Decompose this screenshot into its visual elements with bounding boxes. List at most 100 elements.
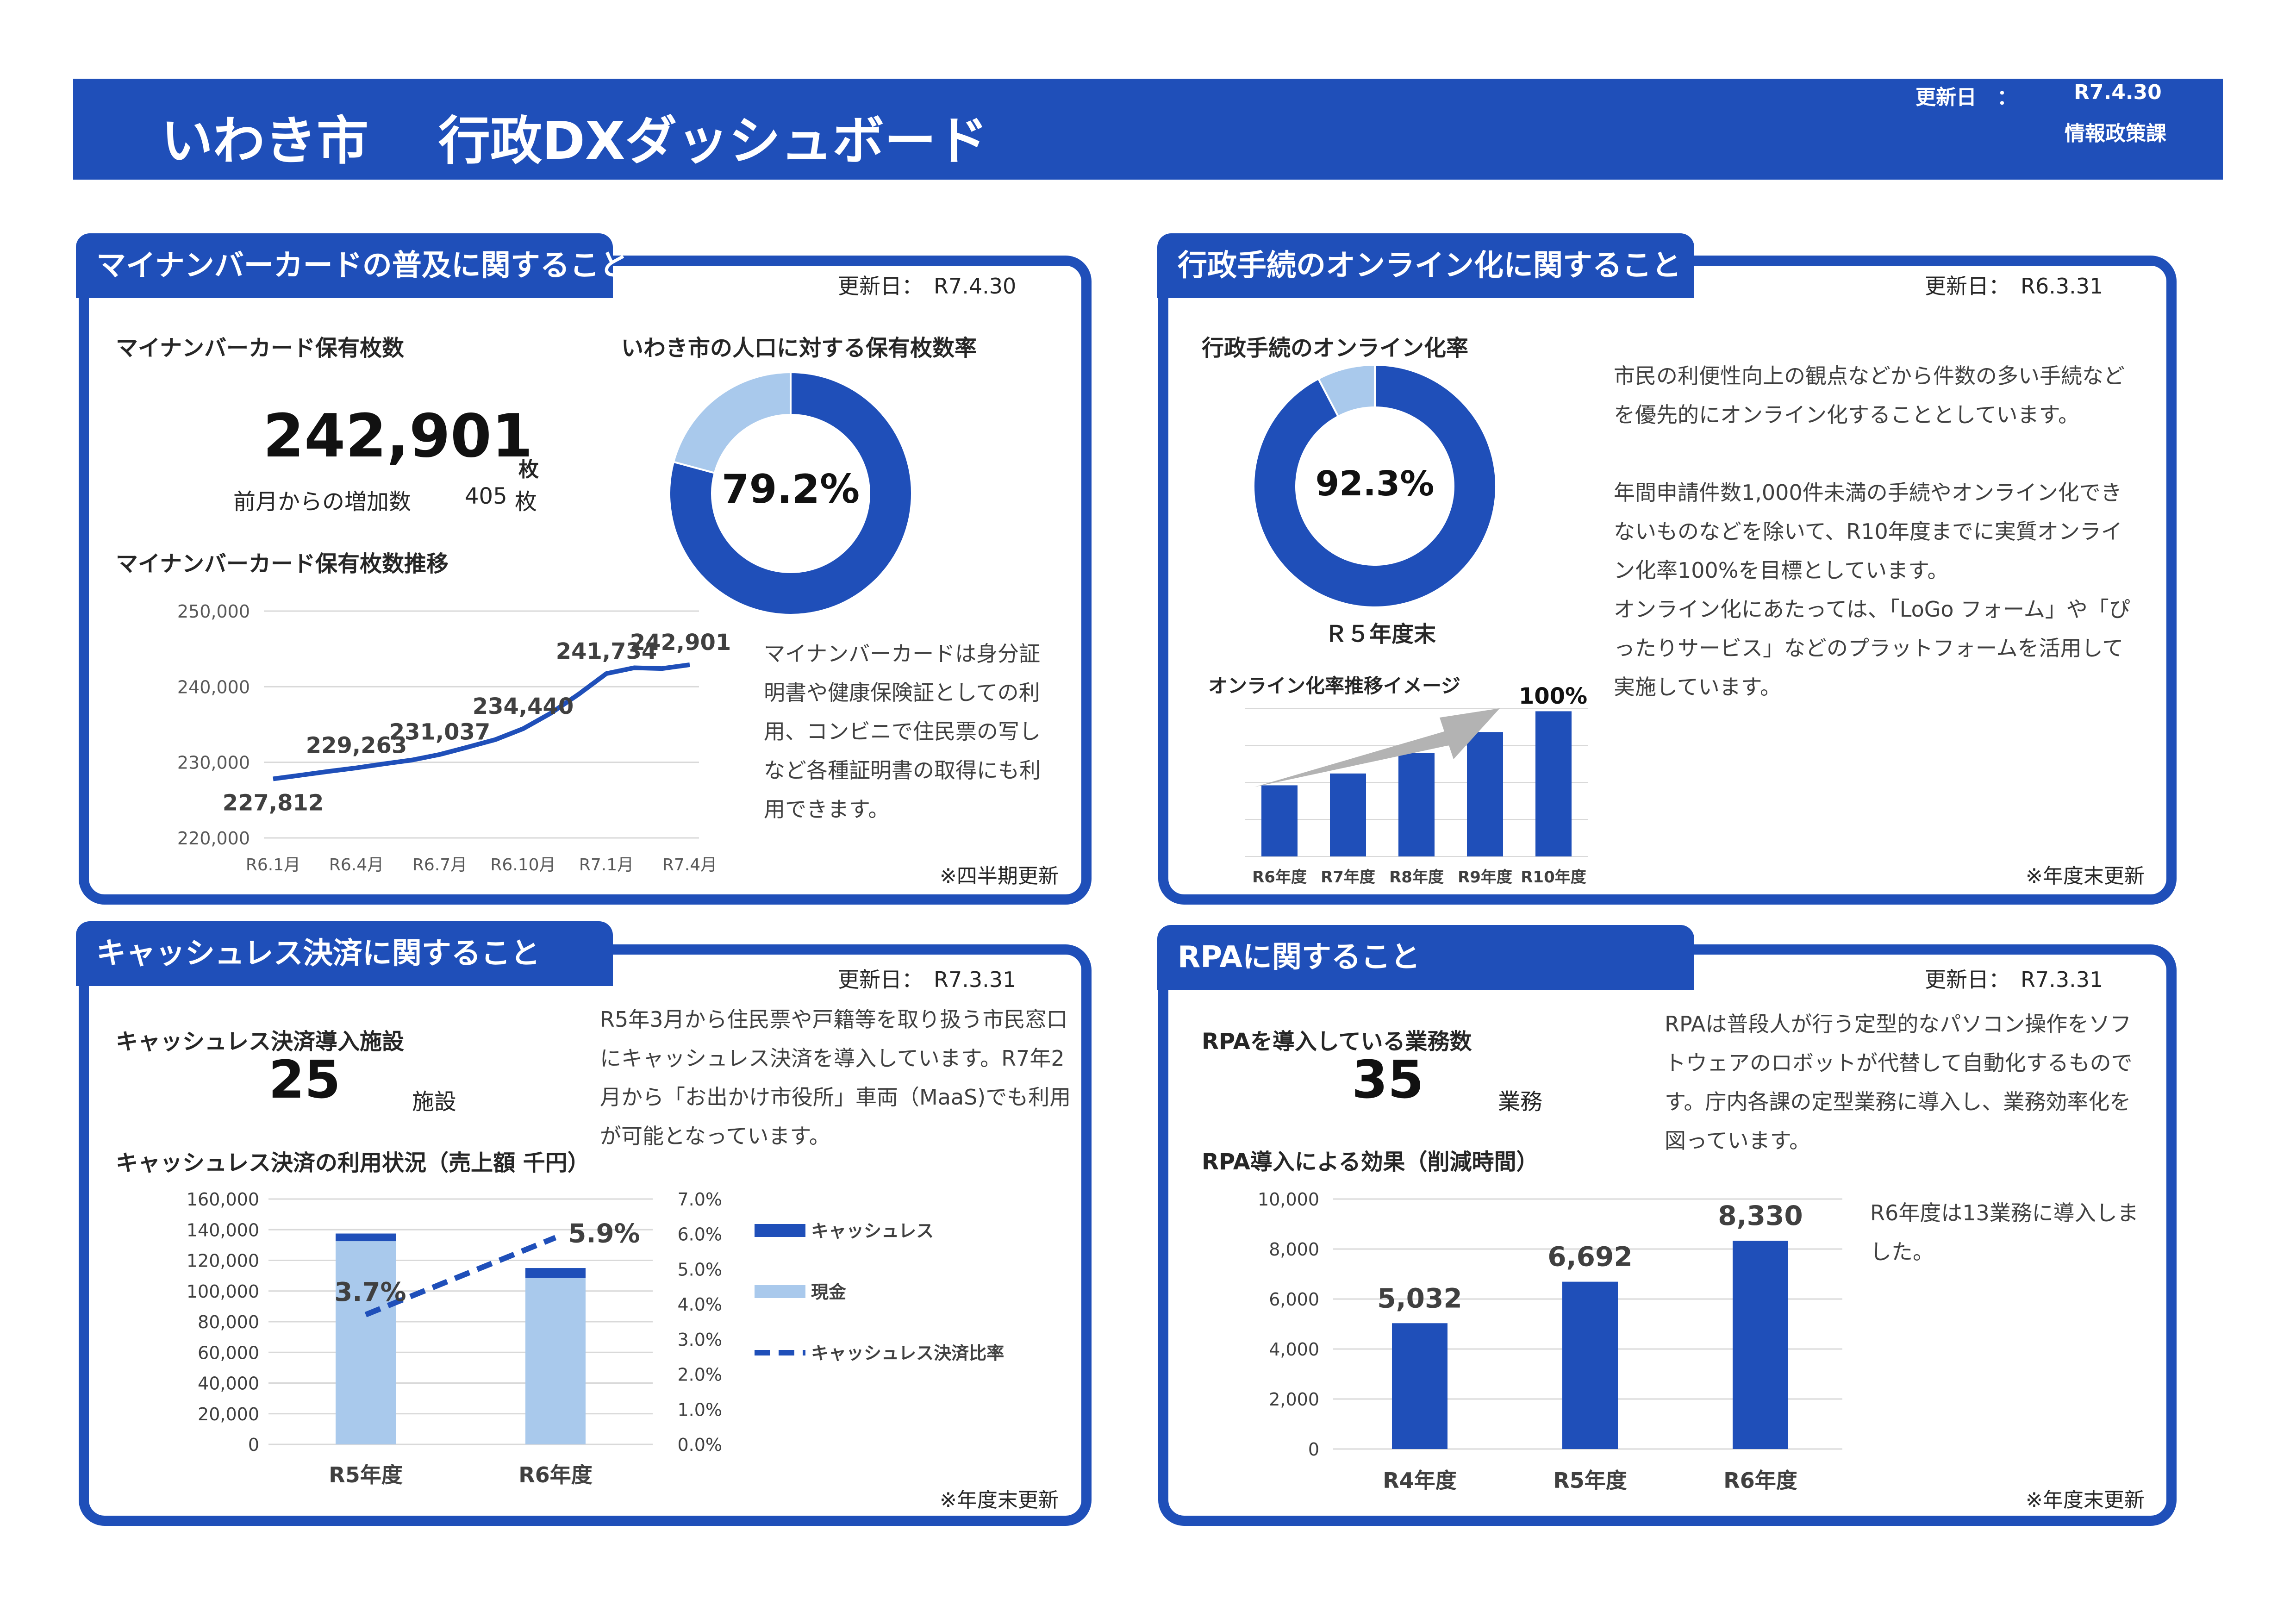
bar bbox=[1392, 1323, 1447, 1449]
y-tick-label: 10,000 bbox=[1258, 1189, 1319, 1210]
data-label: 8,330 bbox=[1718, 1200, 1803, 1231]
online-trend-chart: R6年度 R7年度 R8年度 R9年度 R10年度 100% bbox=[1245, 683, 1588, 887]
rpa-tasks-label: RPAを導入している業務数 bbox=[1202, 1029, 1472, 1055]
donut-slice-offline bbox=[1317, 363, 1376, 418]
y-tick-label: 20,000 bbox=[198, 1404, 259, 1424]
legend-label: キャッシュレス決済比率 bbox=[811, 1343, 1004, 1363]
bar bbox=[1398, 753, 1435, 856]
y2-tick-label: 2.0% bbox=[677, 1365, 722, 1385]
donut-slice-online bbox=[1253, 363, 1497, 608]
bar bbox=[1733, 1241, 1788, 1449]
mynumber-updated: 更新日： R7.4.30 bbox=[838, 274, 1017, 299]
bar bbox=[1535, 711, 1572, 856]
rpa-effect-chart: 0 2,000 4,000 6,000 8,000 10,000 5,032 R4年度 6,69… bbox=[1258, 1189, 1842, 1493]
donut-slice-owned bbox=[668, 371, 913, 616]
x-tick-label: R6.7月 bbox=[412, 856, 467, 874]
y-tick-label: 220,000 bbox=[177, 828, 250, 849]
rpa-note: ※年度末更新 bbox=[2026, 1488, 2145, 1512]
mynumber-panel bbox=[79, 256, 1092, 905]
y2-tick-label: 5.0% bbox=[677, 1259, 722, 1280]
rpa-description-2: R6年度は13業務に導入しました。 bbox=[1870, 1200, 2139, 1264]
y-tick-label: 250,000 bbox=[177, 601, 250, 622]
y2-tick-label: 6.0% bbox=[677, 1224, 722, 1245]
header-updated-date: R7.4.30 bbox=[2074, 81, 2162, 104]
x-tick-label: R5年度 bbox=[1553, 1468, 1627, 1493]
x-tick-label: R7年度 bbox=[1321, 868, 1375, 887]
bar bbox=[1467, 732, 1503, 856]
data-label: 241,734 bbox=[556, 638, 657, 664]
rpa-tasks-value: 35 bbox=[1352, 1050, 1424, 1110]
online-rate-label: 行政手続のオンライン化率 bbox=[1202, 335, 1469, 361]
cashless-usage-label: キャッシュレス決済の利用状況（売上額 千円） bbox=[116, 1150, 590, 1176]
online-description-2: 年間申請件数1,000件未満の手続やオンライン化できないものなどを除いて、R10… bbox=[1614, 480, 2122, 583]
data-label: 234,440 bbox=[473, 693, 574, 719]
y-tick-label: 120,000 bbox=[187, 1251, 259, 1271]
header-bar: いわき市 行政DXダッシュボード 更新日 ： R7.4.30 情報政策課 bbox=[73, 79, 2223, 180]
y-tick-label: 0 bbox=[1308, 1439, 1319, 1460]
cashless-facilities-label: キャッシュレス決済導入施設 bbox=[116, 1029, 405, 1055]
legend-swatch-cashless bbox=[755, 1224, 805, 1237]
cashless-updated: 更新日： R7.3.31 bbox=[838, 967, 1017, 992]
x-tick-label: R6年度 bbox=[1252, 868, 1307, 887]
mynumber-trend-label: マイナンバーカード保有枚数推移 bbox=[116, 551, 449, 577]
x-tick-label: R8年度 bbox=[1389, 868, 1444, 887]
y-tick-label: 6,000 bbox=[1269, 1289, 1319, 1310]
online-trend-label: オンライン化率推移イメージ bbox=[1208, 675, 1461, 697]
y-tick-label: 160,000 bbox=[187, 1189, 259, 1210]
header-department: 情報政策課 bbox=[2065, 122, 2166, 145]
data-label: 5,032 bbox=[1377, 1282, 1462, 1314]
data-label: 242,901 bbox=[630, 630, 731, 656]
y-tick-label: 8,000 bbox=[1269, 1239, 1319, 1260]
x-tick-label: R5年度 bbox=[329, 1462, 402, 1487]
y-tick-label: 80,000 bbox=[198, 1312, 259, 1332]
mynumber-increase-label: 前月からの増加数 bbox=[233, 489, 412, 515]
bar-cash bbox=[525, 1278, 586, 1444]
cashless-facilities-unit: 施設 bbox=[412, 1089, 457, 1115]
y2-tick-label: 3.0% bbox=[677, 1330, 722, 1350]
data-label: 100% bbox=[1519, 683, 1587, 709]
cashless-note: ※年度末更新 bbox=[940, 1488, 1059, 1512]
x-tick-label: R6年度 bbox=[518, 1462, 592, 1487]
legend-label: キャッシュレス bbox=[811, 1221, 934, 1241]
y-tick-label: 2,000 bbox=[1269, 1389, 1319, 1410]
rpa-effect-label: RPA導入による効果（削減時間） bbox=[1202, 1149, 1539, 1175]
online-description-1: 市民の利便性向上の観点などから件数の多い手続などを優先的にオンライン化することと… bbox=[1614, 363, 2125, 427]
rpa-updated: 更新日： R7.3.31 bbox=[1925, 967, 2103, 992]
cashless-description: R5年3月から住民票や戸籍等を取り扱う市民窓口にキャッシュレス決済を導入していま… bbox=[600, 1007, 1071, 1149]
cashless-facilities-value: 25 bbox=[268, 1050, 341, 1110]
x-tick-label: R6.10月 bbox=[490, 856, 555, 874]
header-updated-label: 更新日 ： bbox=[1915, 86, 2017, 109]
ratio-line bbox=[364, 1235, 557, 1318]
rpa-tab: RPAに関すること bbox=[1157, 925, 1694, 990]
donut-slice-not-owned bbox=[672, 371, 792, 475]
bar bbox=[1562, 1281, 1618, 1449]
mynumber-trend-chart: 220,000 230,000 240,000 250,000 R6.1月 R6.4月 R6… bbox=[177, 601, 731, 874]
legend-label: 現金 bbox=[811, 1282, 847, 1302]
data-label: 227,812 bbox=[223, 790, 324, 816]
mynumber-tab: マイナンバーカードの普及に関すること bbox=[76, 233, 629, 298]
y-tick-label: 0 bbox=[248, 1435, 259, 1455]
y-tick-label: 140,000 bbox=[187, 1220, 259, 1240]
mynumber-rate-center: 79.2% bbox=[722, 466, 860, 512]
data-label: 231,037 bbox=[389, 719, 491, 745]
mynumber-rate-label: いわき市の人口に対する保有枚数率 bbox=[621, 335, 977, 361]
legend-swatch-cash bbox=[755, 1285, 805, 1298]
mynumber-count-unit: 枚 bbox=[518, 458, 539, 481]
y-tick-label: 60,000 bbox=[198, 1343, 259, 1363]
series-line bbox=[273, 662, 690, 781]
mynumber-description: マイナンバーカードは身分証明書や健康保険証としての利用、コンビニで住民票の写しな… bbox=[764, 641, 1041, 822]
cashless-tab: キャッシュレス決済に関すること bbox=[76, 921, 613, 986]
mynumber-note: ※四半期更新 bbox=[940, 864, 1059, 888]
x-tick-label: R7.1月 bbox=[579, 856, 634, 874]
bar-cash bbox=[336, 1241, 396, 1444]
y2-tick-label: 7.0% bbox=[677, 1189, 722, 1210]
x-tick-label: R7.4月 bbox=[662, 856, 717, 874]
cashless-usage-chart: 0 20,000 40,000 60,000 80,000 100,000 120,000 1… bbox=[187, 1189, 1004, 1487]
y-tick-label: 40,000 bbox=[198, 1374, 259, 1394]
data-label: 3.7% bbox=[334, 1277, 406, 1307]
online-description-3: オンライン化にあたっては、「LoGo フォーム」や「ぴったりサービス」などのプラ… bbox=[1614, 597, 2130, 700]
y-tick-label: 100,000 bbox=[187, 1281, 259, 1302]
bar bbox=[1330, 773, 1366, 856]
mynumber-increase-unit: 枚 bbox=[515, 489, 537, 515]
online-rate-center: 92.3% bbox=[1316, 464, 1435, 504]
